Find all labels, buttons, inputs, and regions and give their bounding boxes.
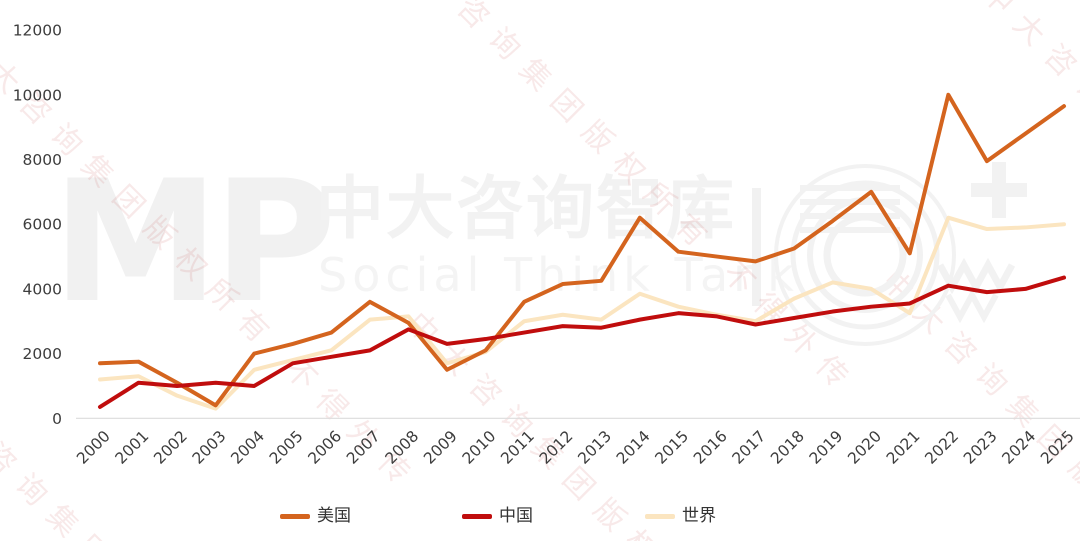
y-tick-label: 10000 bbox=[13, 86, 62, 104]
x-tick-label: 2002 bbox=[150, 427, 191, 468]
legend-label: 世界 bbox=[682, 506, 716, 526]
x-tick-label: 2016 bbox=[690, 427, 731, 468]
x-tick-label: 2015 bbox=[652, 427, 693, 468]
x-tick-label: 2013 bbox=[574, 427, 615, 468]
x-tick-label: 2001 bbox=[112, 427, 153, 468]
legend-swatch bbox=[280, 514, 310, 519]
x-tick-label: 2025 bbox=[1037, 427, 1078, 468]
x-tick-label: 2022 bbox=[922, 427, 963, 468]
legend-label: 中国 bbox=[499, 506, 533, 526]
x-tick-label: 2011 bbox=[497, 427, 538, 468]
x-tick-label: 2005 bbox=[266, 427, 307, 468]
x-tick-label: 2018 bbox=[767, 427, 808, 468]
x-tick-label: 2020 bbox=[844, 427, 885, 468]
x-tick-label: 2024 bbox=[999, 427, 1040, 468]
x-tick-label: 2009 bbox=[420, 427, 461, 468]
y-tick-label: 2000 bbox=[23, 345, 62, 363]
x-tick-label: 2003 bbox=[189, 427, 230, 468]
x-tick-label: 2007 bbox=[343, 427, 384, 468]
x-tick-label: 2008 bbox=[382, 427, 423, 468]
legend-item-中国: 中国 bbox=[462, 508, 533, 525]
x-tick-label: 2006 bbox=[305, 427, 346, 468]
x-tick-label: 2012 bbox=[536, 427, 577, 468]
x-tick-label: 2000 bbox=[73, 427, 114, 468]
x-tick-label: 2014 bbox=[613, 427, 654, 468]
legend-swatch bbox=[645, 514, 675, 519]
series-line-中国 bbox=[98, 275, 1066, 409]
chart-legend: 美国 中国 世界 bbox=[0, 508, 1080, 538]
x-tick-label: 2019 bbox=[806, 427, 847, 468]
x-tick-label: 2004 bbox=[227, 427, 268, 468]
legend-item-美国: 美国 bbox=[280, 508, 351, 525]
series-line-世界 bbox=[98, 215, 1066, 411]
y-tick-label: 4000 bbox=[23, 280, 62, 298]
legend-swatch bbox=[462, 514, 492, 519]
y-tick-label: 8000 bbox=[23, 151, 62, 169]
y-tick-label: 12000 bbox=[13, 22, 62, 40]
y-tick-label: 0 bbox=[52, 410, 62, 428]
x-tick-label: 2017 bbox=[729, 427, 770, 468]
x-tick-label: 2023 bbox=[960, 427, 1001, 468]
x-tick-label: 2010 bbox=[459, 427, 500, 468]
x-tick-label: 2021 bbox=[883, 427, 924, 468]
y-tick-label: 6000 bbox=[23, 216, 62, 234]
series-line-美国 bbox=[98, 92, 1066, 408]
legend-item-世界: 世界 bbox=[645, 508, 716, 525]
legend-label: 美国 bbox=[317, 506, 351, 526]
